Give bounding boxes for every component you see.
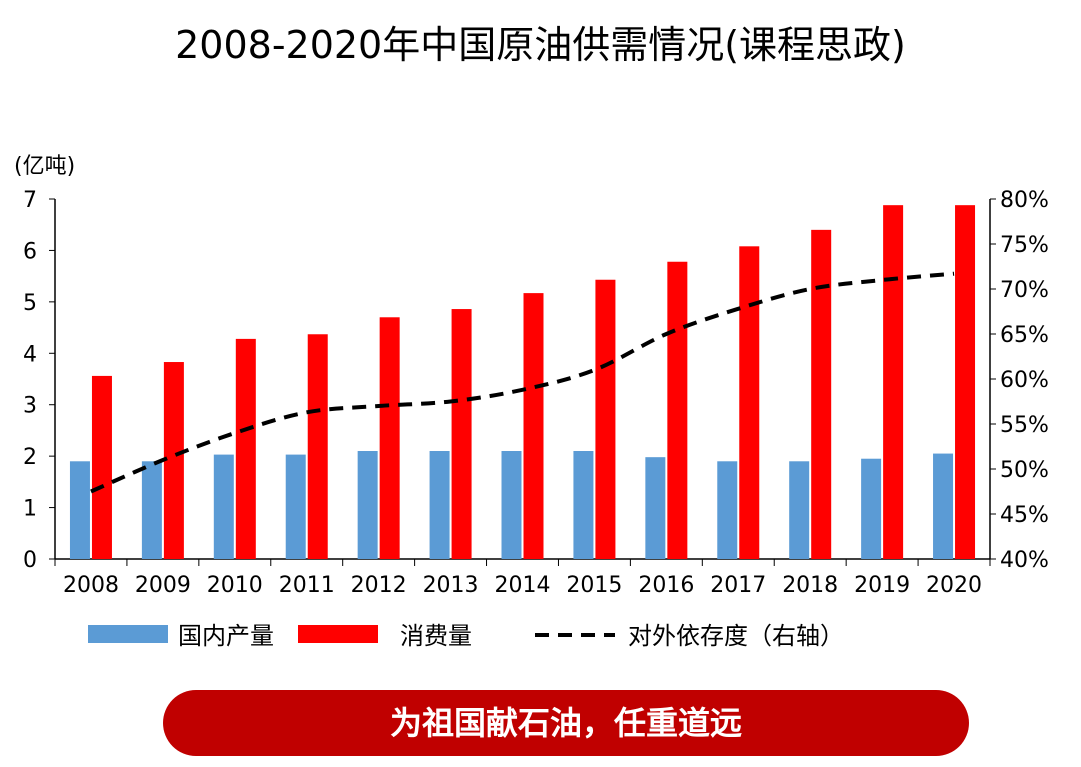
y-tick-label: 0 (23, 548, 37, 573)
legend-swatch-consumption (298, 625, 378, 643)
bar-production (789, 461, 810, 559)
x-tick-label: 2011 (279, 573, 335, 598)
x-tick-label: 2019 (854, 573, 910, 598)
axes: 0 1 2 3 4 5 6 7 (亿吨) 40% 45% 50% 55% 60% 65% 70% 75% 80% 2… (14, 154, 1049, 598)
y-tick-label: 4 (23, 342, 37, 367)
y-tick-label: 5 (23, 291, 37, 316)
y2-tick-label: 70% (1000, 278, 1049, 303)
x-tick-label: 2009 (135, 573, 191, 598)
legend-label-production: 国内产量 (178, 622, 274, 650)
bar-production (645, 457, 666, 559)
bars (69, 205, 976, 560)
chart-title: 2008-2020年中国原油供需情况(课程思政) (175, 23, 906, 67)
bar-consumption (451, 309, 472, 559)
bar-production (573, 451, 594, 559)
bar-consumption (91, 375, 112, 559)
bar-production (717, 461, 738, 559)
x-tick-label: 2020 (926, 573, 982, 598)
bar-consumption (163, 362, 184, 559)
y2-tick-label: 40% (1000, 548, 1049, 573)
slogan-banner: 为祖国献石油，任重道远 (163, 690, 969, 756)
y-tick-label: 1 (23, 497, 37, 522)
x-tick-label: 2014 (495, 573, 551, 598)
bar-production (933, 453, 954, 559)
x-tick-label: 2017 (710, 573, 766, 598)
x-tick-label: 2018 (782, 573, 838, 598)
bar-production (285, 454, 306, 559)
bar-consumption (307, 334, 328, 559)
bar-consumption (667, 261, 688, 559)
bar-production (429, 451, 450, 559)
x-tick-label: 2013 (423, 573, 479, 598)
x-tick-label: 2008 (63, 573, 119, 598)
y-tick-label: 6 (23, 239, 37, 264)
x-tick-label: 2010 (207, 573, 263, 598)
dependency-series-line (90, 271, 955, 494)
bar-production (861, 458, 882, 559)
x-tick-label: 2016 (638, 573, 694, 598)
bar-production (501, 451, 522, 559)
legend: 国内产量 消费量 对外依存度（右轴） (88, 622, 844, 650)
y2-tick-label: 65% (1000, 323, 1049, 348)
bar-consumption (811, 229, 832, 559)
bar-production (357, 451, 378, 559)
bar-consumption (595, 279, 616, 559)
bar-production (69, 461, 90, 559)
bar-consumption (235, 338, 256, 559)
y-axis-label: (亿吨) (14, 154, 75, 179)
y-tick-label: 3 (23, 394, 37, 419)
y2-tick-label: 60% (1000, 368, 1049, 393)
bar-consumption (523, 293, 544, 559)
y-tick-label: 7 (23, 188, 37, 213)
bar-consumption (739, 246, 760, 560)
bar-production (213, 454, 234, 559)
bar-consumption (379, 317, 400, 559)
bar-production (141, 461, 162, 559)
legend-label-dependency: 对外依存度（右轴） (628, 622, 844, 650)
dependency-line (90, 271, 955, 494)
bar-consumption (883, 205, 904, 559)
y-tick-label: 2 (23, 445, 37, 470)
y2-tick-label: 45% (1000, 503, 1049, 528)
legend-label-consumption: 消费量 (400, 622, 472, 650)
y2-tick-label: 50% (1000, 458, 1049, 483)
y2-tick-label: 75% (1000, 233, 1049, 258)
y2-tick-label: 80% (1000, 188, 1049, 213)
x-tick-label: 2015 (566, 573, 622, 598)
legend-swatch-production (88, 625, 168, 643)
bar-consumption (955, 205, 976, 559)
chart-canvas: 0 1 2 3 4 5 6 7 (亿吨) 40% 45% 50% 55% 60% 65% 70% 75% 80% 2… (14, 154, 1049, 650)
y2-tick-label: 55% (1000, 413, 1049, 438)
x-tick-label: 2012 (351, 573, 407, 598)
